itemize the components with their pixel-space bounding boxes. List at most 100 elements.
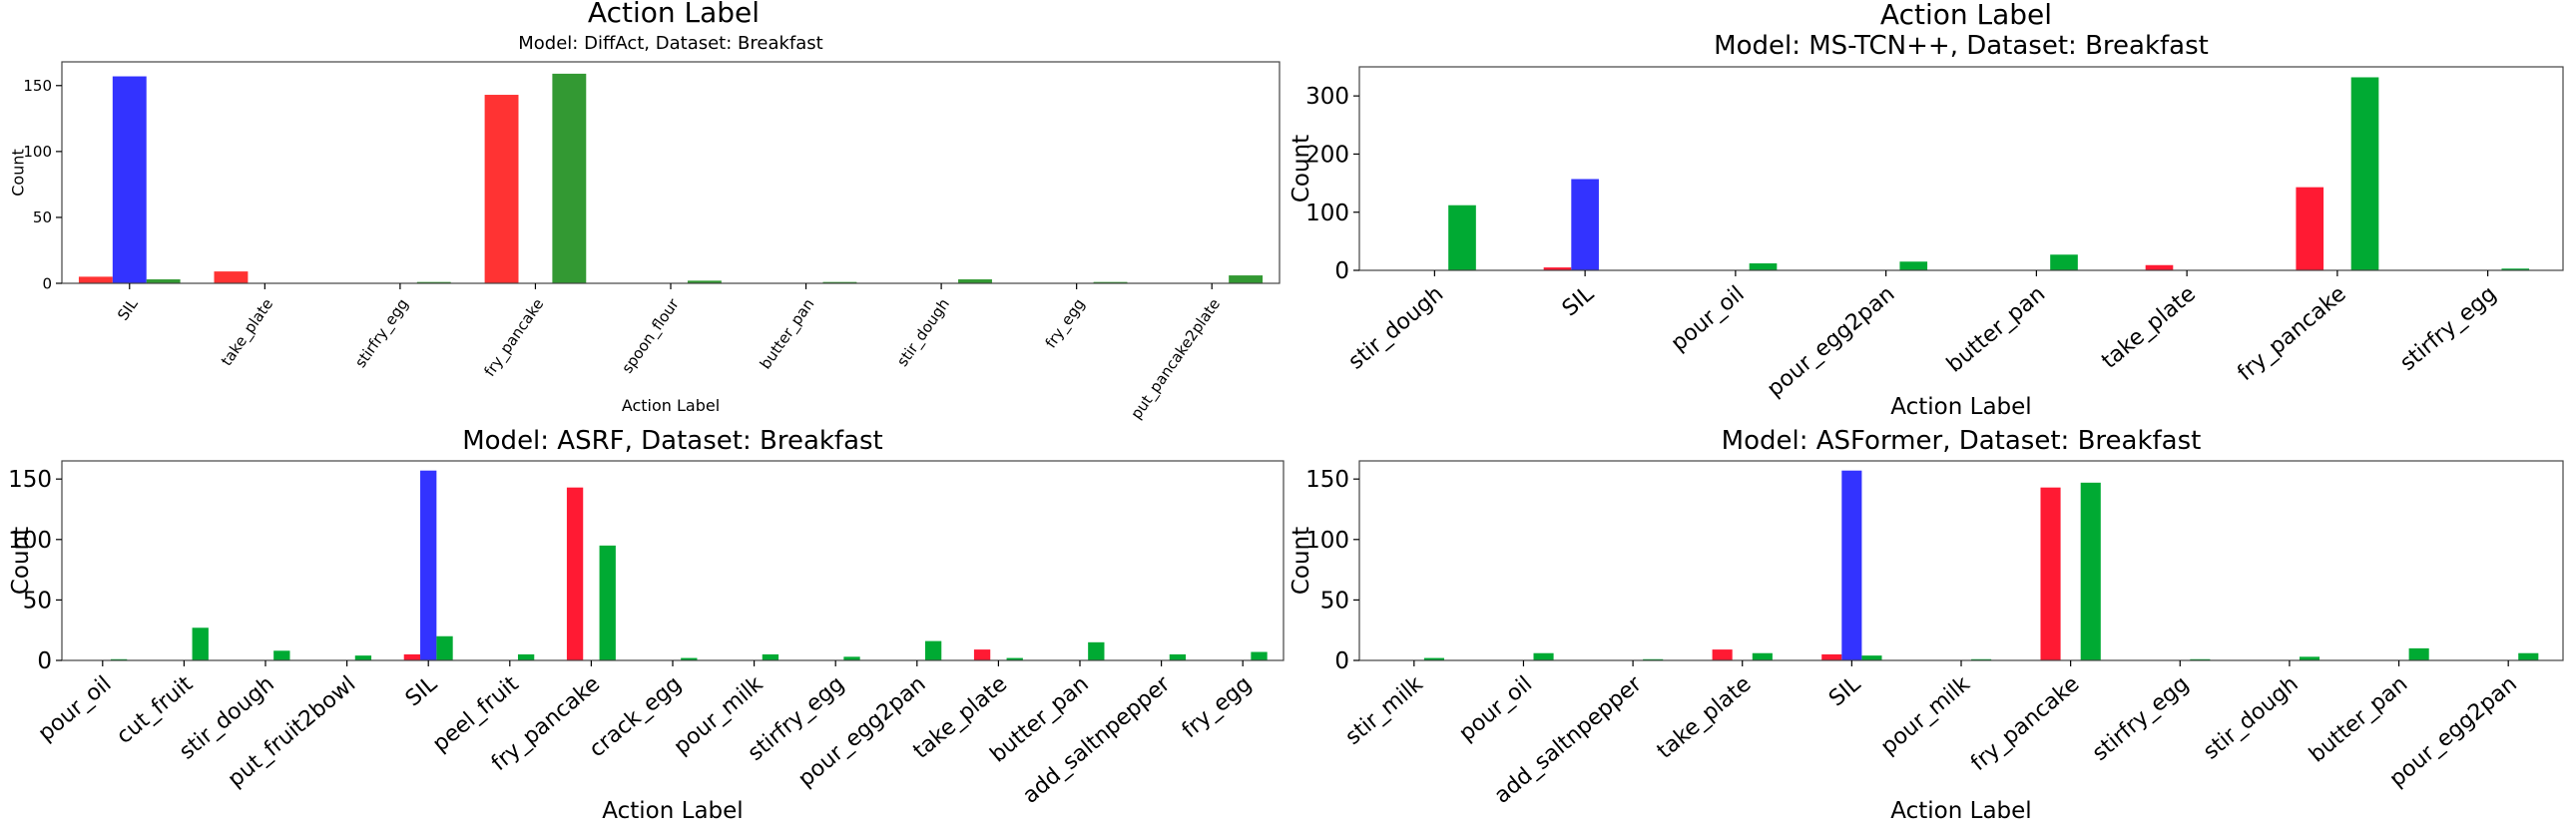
y-tick-label: 50 — [33, 208, 52, 226]
bar-sil-s0 — [1821, 653, 1842, 660]
plot-frame — [1358, 66, 2564, 271]
x-tick-label-fry_egg: fry_egg — [1178, 671, 1257, 743]
bar-fry_pancake-s2 — [552, 73, 587, 283]
y-tick-label: 100 — [23, 143, 52, 161]
x-tick-label-fry_pancake: fry_pancake — [480, 295, 548, 380]
bar-pour_egg2pan-s2 — [2518, 652, 2539, 660]
y-tick-label: 200 — [1305, 142, 1349, 168]
x-tick-label-pour_milk: pour_milk — [1876, 671, 1975, 760]
x-tick-label-sil: SIL — [1824, 671, 1866, 712]
bar-peel_fruit-s2 — [517, 653, 535, 660]
x-tick-label-stirfry_egg: stirfry_egg — [2395, 281, 2501, 376]
chart-asrf: Model: ASRF, Dataset: Breakfast 0 50 100 150… — [8, 426, 1285, 824]
bar-fry_pancake-s2 — [2080, 482, 2101, 660]
x-tick-label-sil: SIL — [1558, 281, 1600, 322]
y-tick-label: 150 — [1305, 467, 1349, 493]
bar-sil-s2 — [146, 279, 181, 283]
y-tick-label: 150 — [23, 77, 52, 95]
y-axis-label: Count — [1288, 527, 1314, 595]
x-tick-label-fry_pancake: fry_pancake — [2233, 281, 2350, 386]
x-tick-label-stirfry_egg: stirfry_egg — [351, 295, 413, 372]
bar-take_plate-s0 — [973, 649, 991, 660]
bar-stirfry_egg-s2 — [416, 281, 451, 283]
y-tick-label: 0 — [42, 274, 52, 292]
bar-butter_pan-s2 — [2408, 647, 2429, 660]
bar-sil-s1 — [1571, 179, 1599, 270]
x-tick-label-pour_egg2pan: pour_egg2pan — [1763, 281, 1899, 402]
bar-stir_dough-s2 — [1448, 205, 1476, 270]
x-tick-label-stir_dough: stir_dough — [1344, 281, 1449, 374]
bar-take_plate-s0 — [2145, 264, 2174, 270]
bar-sil-s1 — [420, 470, 437, 660]
x-tick-label-stirfry_egg: stirfry_egg — [2088, 671, 2194, 766]
bar-take_plate-s0 — [214, 271, 249, 283]
chart-mstcn: Model: MS-TCN++, Dataset: Breakfast 0 100 2… — [1288, 31, 2564, 420]
y-tick-label: 300 — [1305, 84, 1349, 110]
x-tick-label-stir_dough: stir_dough — [2199, 671, 2304, 764]
y-axis-label: Count — [8, 527, 34, 595]
bar-butter_pan-s2 — [2050, 254, 2078, 270]
bar-pour_milk-s2 — [762, 653, 779, 660]
bar-stir_milk-s2 — [1423, 657, 1444, 660]
bar-add_saltnpepper-s2 — [1169, 653, 1187, 660]
x-axis-label: Action Label — [1890, 394, 2031, 420]
x-tick-label-take_plate: take_plate — [1653, 671, 1757, 764]
bar-put_fruit2bowl-s2 — [354, 655, 372, 660]
bar-butter_pan-s2 — [1088, 641, 1105, 660]
top-right-label: Action Label — [1880, 0, 2052, 31]
bar-sil-s0 — [403, 653, 421, 660]
bar-sil-s1 — [112, 76, 147, 283]
x-axis-label: Action Label — [1890, 798, 2031, 824]
x-tick-label-butter_pan: butter_pan — [1942, 281, 2050, 377]
y-tick-label: 150 — [8, 467, 52, 493]
x-axis-label: Action Label — [622, 396, 720, 415]
bar-spoon_flour-s2 — [687, 280, 722, 283]
x-tick-label-fry_egg: fry_egg — [1042, 295, 1090, 352]
y-axis-label: Count — [1288, 135, 1314, 203]
bar-sil-s0 — [1543, 267, 1572, 270]
chart-title: Model: MS-TCN++, Dataset: Breakfast — [1714, 31, 2209, 61]
bar-pour_oil-s2 — [1749, 263, 1778, 270]
x-tick-label-take_plate: take_plate — [218, 295, 277, 370]
bar-pour_oil-s2 — [110, 658, 128, 660]
x-tick-label-take_plate: take_plate — [2097, 281, 2201, 374]
x-tick-label-butter_pan: butter_pan — [757, 295, 819, 373]
bar-take_plate-s2 — [1006, 657, 1023, 660]
x-tick-label-pour_oil: pour_oil — [1667, 281, 1750, 356]
bar-sil-s0 — [78, 276, 113, 283]
bar-stir_dough-s2 — [273, 650, 290, 660]
bar-pour_egg2pan-s2 — [1899, 261, 1928, 270]
plot-frame — [61, 460, 1285, 661]
x-tick-label-pour_oil: pour_oil — [34, 671, 117, 746]
bar-butter_pan-s2 — [822, 281, 857, 283]
y-tick-label: 100 — [8, 528, 52, 554]
bar-stir_dough-s2 — [2299, 656, 2320, 660]
bar-fry_pancake-s0 — [2296, 187, 2324, 270]
bar-add_saltnpepper-s2 — [1643, 658, 1664, 660]
x-tick-label-add_saltnpepper: add_saltnpepper — [1018, 671, 1176, 809]
x-tick-label-sil: SIL — [401, 671, 443, 712]
chart-title: Model: DiffAct, Dataset: Breakfast — [518, 33, 822, 54]
bar-put_pancake2plate-s2 — [1229, 275, 1264, 283]
x-axis-label: Action Label — [602, 798, 743, 824]
x-tick-label-butter_pan: butter_pan — [2305, 671, 2412, 767]
bar-stirfry_egg-s2 — [843, 656, 860, 660]
x-tick-label-sil: SIL — [114, 294, 142, 323]
plot-frame — [61, 61, 1281, 284]
plot-frame — [1358, 460, 2564, 661]
chart-title: Model: ASRF, Dataset: Breakfast — [462, 426, 883, 456]
bar-pour_oil-s2 — [1533, 652, 1554, 660]
y-tick-label: 50 — [1320, 588, 1349, 614]
bar-sil-s1 — [1841, 470, 1862, 660]
bar-fry_pancake-s2 — [599, 545, 616, 660]
y-tick-label: 100 — [1305, 201, 1349, 226]
chart-diffact: Model: DiffAct, Dataset: Breakfast 0 50 100… — [9, 33, 1281, 423]
bar-fry_egg-s2 — [1251, 651, 1268, 660]
chart-title: Model: ASFormer, Dataset: Breakfast — [1722, 426, 2202, 456]
bar-take_plate-s0 — [1712, 649, 1733, 660]
bar-pour_milk-s2 — [1971, 658, 1992, 660]
bar-stirfry_egg-s2 — [2501, 268, 2530, 270]
y-tick-label: 0 — [1334, 258, 1349, 284]
bar-fry_pancake-s2 — [2350, 77, 2379, 271]
x-tick-label-put_pancake2plate: put_pancake2plate — [1127, 295, 1225, 423]
